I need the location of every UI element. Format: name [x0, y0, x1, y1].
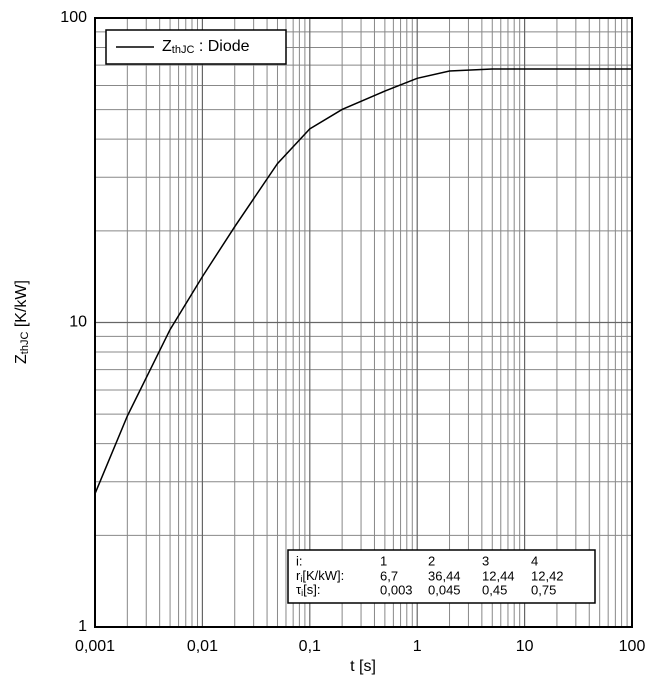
x-tick-label: 10 — [516, 638, 534, 655]
x-tick-label: 0,1 — [299, 638, 321, 655]
table-cell: 12,42 — [531, 568, 564, 583]
y-axis-label: ZthJC [K/kW] — [13, 280, 31, 364]
x-axis-label: t [s] — [350, 658, 376, 675]
legend-sub: thJC — [172, 44, 195, 56]
y-label-sub: thJC — [19, 332, 31, 355]
table-cell: 0,45 — [482, 582, 507, 597]
row-label-sub: i — [301, 588, 303, 598]
line-series — [94, 68, 632, 494]
table-column: 4 — [531, 553, 538, 568]
x-tick-label: 0,001 — [75, 638, 115, 655]
table-row-label: τi[s]: — [296, 582, 320, 598]
x-tick-label: 100 — [619, 638, 646, 655]
table-cell: 36,44 — [428, 568, 461, 583]
table-header: i: — [296, 553, 303, 568]
table-cell: 0,75 — [531, 582, 556, 597]
row-label-rest: [K/kW]: — [302, 568, 344, 583]
y-tick-label: 1 — [78, 618, 87, 635]
table-column: 2 — [428, 553, 435, 568]
table-cell: 0,045 — [428, 582, 461, 597]
x-tick-label: 1 — [413, 638, 422, 655]
row-label-main: τ — [296, 582, 302, 597]
table-row-label: ri[K/kW]: — [296, 568, 344, 584]
x-tick-label: 0,01 — [187, 638, 218, 655]
y-tick-label: 100 — [60, 9, 87, 26]
table-column: 1 — [380, 553, 387, 568]
legend-main: Z — [162, 38, 172, 55]
y-label-main: Z — [13, 354, 30, 364]
row-label-main: r — [296, 568, 301, 583]
legend-rest: : Diode — [194, 38, 249, 55]
y-label-rest: [K/kW] — [13, 280, 30, 332]
y-tick-label: 10 — [69, 314, 87, 331]
table-box — [287, 549, 596, 604]
table-cell: 6,7 — [380, 568, 398, 583]
table-cell: 0,003 — [380, 582, 413, 597]
legend-label: ZthJC : Diode — [162, 38, 250, 56]
row-label-rest: [s]: — [303, 582, 320, 597]
table-cell: 12,44 — [482, 568, 515, 583]
table-column: 3 — [482, 553, 489, 568]
plot-frame — [94, 17, 633, 628]
row-label-sub: i — [300, 574, 302, 584]
